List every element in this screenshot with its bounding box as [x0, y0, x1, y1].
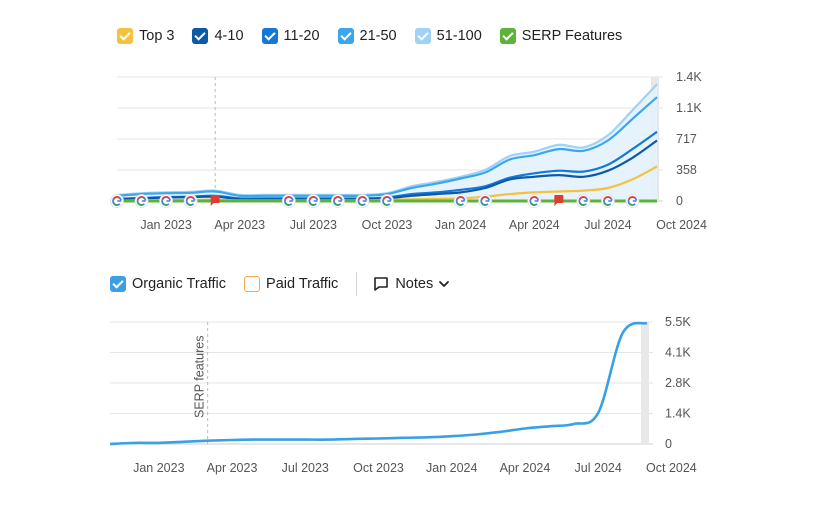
legend-label: Top 3: [139, 28, 175, 44]
flag-icon[interactable]: [554, 195, 564, 206]
x-tick-label: Oct 2024: [646, 461, 697, 475]
x-tick-label: Jul 2024: [575, 461, 622, 475]
x-tick-label: Jul 2024: [584, 218, 631, 232]
google-icon[interactable]: [478, 194, 493, 208]
google-icon[interactable]: [134, 194, 149, 208]
google-icon[interactable]: [306, 194, 321, 208]
google-icon[interactable]: [453, 194, 468, 208]
positions-chart: 0 358 717 1.1K 1.4K Jan 2023 Apr 2023 Jul 2023 O…: [110, 70, 707, 232]
legend-label: 11-20: [283, 28, 320, 44]
legend-label: 21-50: [359, 28, 397, 44]
position-legend: Top 3 4-10 11-20 21-50 51-100 SERP Features: [117, 28, 640, 44]
legend-organic-traffic[interactable]: Organic Traffic: [110, 276, 226, 292]
google-icon[interactable]: [625, 194, 640, 208]
x-tick-label: Jan 2023: [140, 218, 191, 232]
y-tick-label: 1.1K: [676, 101, 702, 115]
organic-traffic-line: [109, 321, 648, 446]
y-tick-label: 0: [665, 437, 672, 451]
x-tick-label: Apr 2024: [500, 461, 551, 475]
google-icon[interactable]: [183, 194, 198, 208]
legend-divider: [356, 272, 358, 296]
notes-dropdown[interactable]: Notes: [373, 276, 457, 292]
paid-traffic-label: Paid Traffic: [266, 276, 339, 292]
legend-checkbox[interactable]: [261, 28, 278, 44]
traffic-legend: Organic Traffic Paid Traffic Notes: [110, 272, 457, 296]
organic-traffic-checkbox[interactable]: [110, 276, 126, 292]
x-tick-label: Jul 2023: [282, 461, 329, 475]
x-tick-label: Oct 2023: [362, 218, 413, 232]
legend-item-11-20[interactable]: 11-20: [261, 28, 320, 44]
legend-paid-traffic[interactable]: Paid Traffic: [244, 276, 338, 292]
legend-item-top-3[interactable]: Top 3: [117, 28, 174, 44]
legend-checkbox[interactable]: [192, 28, 209, 44]
google-icon[interactable]: [331, 194, 345, 208]
legend-item-21-50[interactable]: 21-50: [337, 28, 397, 44]
annotation-label: SERP features: [193, 336, 207, 418]
y-tick-label: 1.4K: [665, 407, 691, 421]
legend-item-serp-features[interactable]: SERP Features: [499, 28, 623, 44]
google-icon[interactable]: [110, 194, 124, 208]
legend-label: 4-10: [214, 28, 244, 44]
x-tick-label: Oct 2023: [353, 461, 404, 475]
x-tick-label: Jan 2024: [426, 461, 477, 475]
legend-checkbox[interactable]: [337, 28, 354, 44]
notes-label: Notes: [395, 276, 434, 292]
google-icon[interactable]: [380, 194, 394, 208]
x-tick-label: Apr 2024: [509, 218, 560, 232]
google-icon[interactable]: [281, 194, 296, 208]
current-period-band: [641, 322, 649, 444]
flag-icon[interactable]: [210, 195, 220, 206]
x-tick-label: Jan 2024: [435, 218, 486, 232]
x-tick-label: Jan 2023: [133, 461, 184, 475]
chevron-down-icon: [439, 281, 450, 287]
google-icon[interactable]: [527, 194, 542, 208]
google-icon[interactable]: [355, 194, 370, 208]
notes-icon: [374, 277, 389, 291]
legend-checkbox[interactable]: [499, 28, 516, 44]
google-icon[interactable]: [601, 194, 615, 208]
x-tick-label: Oct 2024: [656, 218, 707, 232]
legend-checkbox[interactable]: [414, 28, 431, 44]
y-tick-label: 358: [676, 163, 697, 177]
legend-label: 51-100: [436, 28, 482, 44]
organic-traffic-label: Organic Traffic: [132, 276, 227, 292]
y-tick-label: 1.4K: [676, 70, 702, 84]
legend-checkbox[interactable]: [117, 28, 133, 44]
y-tick-label: 5.5K: [665, 315, 691, 329]
y-tick-label: 4.1K: [665, 346, 691, 360]
y-tick-label: 0: [676, 194, 683, 208]
legend-item-4-10[interactable]: 4-10: [192, 28, 244, 44]
y-tick-label: 2.8K: [665, 376, 691, 390]
legend-label: SERP Features: [521, 28, 623, 44]
y-tick-label: 717: [676, 132, 697, 146]
legend-item-51-100[interactable]: 51-100: [414, 28, 482, 44]
paid-traffic-checkbox[interactable]: [244, 276, 261, 292]
google-icon[interactable]: [576, 194, 591, 208]
x-tick-label: Apr 2023: [214, 218, 265, 232]
x-tick-label: Apr 2023: [207, 461, 258, 475]
google-icon[interactable]: [159, 194, 173, 208]
x-tick-label: Jul 2023: [290, 218, 337, 232]
series-area-51-100: [117, 84, 657, 201]
